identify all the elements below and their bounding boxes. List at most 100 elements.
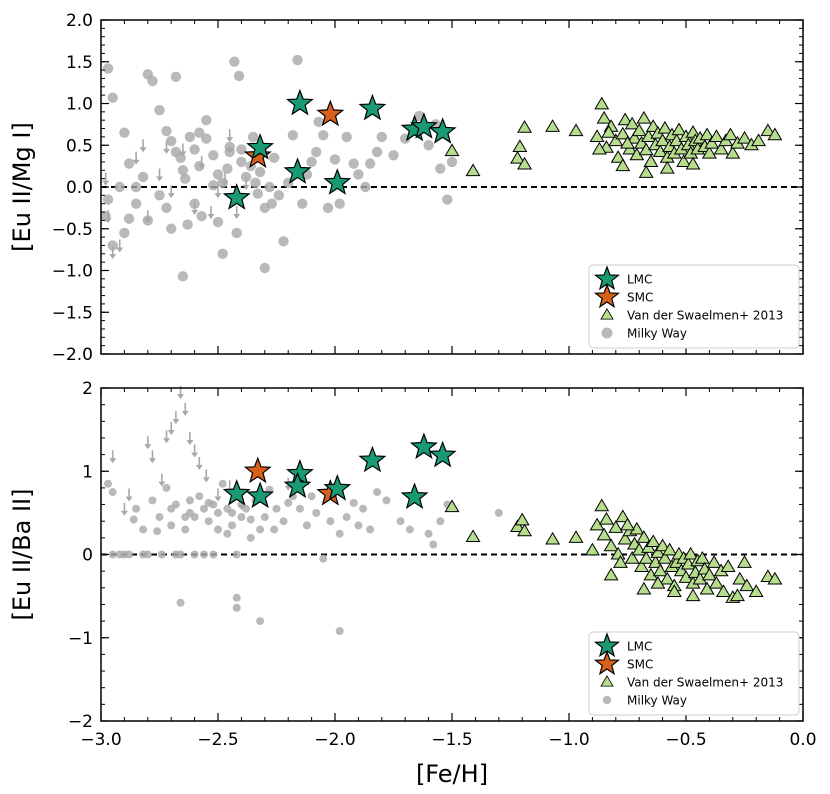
mw-point (189, 144, 200, 155)
lmc-point (246, 481, 275, 509)
mw-point (167, 521, 176, 530)
vds-point (713, 141, 729, 155)
mw-point (446, 156, 458, 168)
arrow-head (167, 429, 175, 435)
arrow-head (172, 419, 180, 425)
vds-point (676, 154, 692, 167)
vds-point (594, 498, 610, 512)
lmc-point (222, 479, 251, 506)
lmc-point (358, 93, 387, 121)
vds-point (732, 571, 748, 585)
vds-point (620, 135, 635, 149)
vds-point (594, 96, 610, 110)
mw-upper-limit-arrow (148, 450, 156, 464)
lmc-point (409, 112, 438, 139)
vds-point (620, 517, 635, 531)
mw-point (204, 517, 213, 526)
vds-point (608, 133, 624, 147)
mw-upper-limit-arrow (195, 456, 203, 470)
mw-upper-limit-arrow (132, 151, 140, 165)
lmc-point (428, 117, 457, 144)
arrow-head (148, 458, 156, 464)
x-tick-label: −3.0 (80, 730, 121, 750)
y-tick-label: 2 (82, 379, 93, 399)
mw-point (240, 171, 252, 183)
mw-upper-limit-arrow (144, 436, 152, 450)
y-tick-label: 1 (82, 462, 93, 482)
mw-point (318, 130, 329, 141)
mw-point (177, 271, 189, 282)
mw-point (228, 508, 237, 517)
mw-point (166, 135, 177, 147)
mw-point (195, 492, 204, 501)
mw-point (181, 513, 190, 522)
mw-point (222, 163, 233, 174)
vds-point (751, 133, 767, 147)
mw-point (123, 213, 135, 224)
mw-upper-limit-arrow (167, 185, 175, 199)
x-axis-label: [Fe/H] (416, 760, 488, 788)
vds-point (613, 555, 628, 568)
mw-point (217, 248, 228, 259)
mw-point (266, 198, 278, 209)
mw-point (223, 529, 232, 538)
mw-point (147, 75, 158, 87)
vds-point (615, 509, 631, 523)
mw-point (196, 211, 207, 222)
arrow-head (102, 180, 110, 186)
mw-point (254, 166, 266, 178)
mw-point (170, 146, 182, 158)
mw-point (329, 154, 341, 165)
mw-point (260, 513, 269, 522)
mw-point (246, 515, 255, 524)
mw-point (224, 141, 235, 153)
mw-point (295, 504, 304, 513)
mw-point (189, 198, 200, 209)
x-tick-label: −1.0 (548, 730, 589, 750)
mw-point (366, 525, 375, 534)
mw-point (181, 525, 190, 534)
vds-point (666, 584, 682, 597)
vds-point (510, 150, 525, 164)
vds-point (517, 156, 533, 170)
lmc-point (358, 445, 387, 473)
vds-point (610, 546, 626, 560)
mw-point (272, 504, 281, 513)
lmc-point (222, 183, 251, 210)
vds-point (512, 139, 528, 152)
vds-point (636, 530, 652, 543)
mw-point (190, 550, 199, 559)
lmc-point (323, 168, 352, 195)
mw-point (102, 194, 114, 205)
mw-point (214, 525, 222, 534)
mw-point (129, 515, 138, 524)
legend-marker-vds (600, 308, 614, 320)
vds-point (655, 538, 671, 552)
mw-point (232, 593, 241, 602)
mw-point (190, 513, 199, 522)
mw-point (287, 130, 299, 141)
vds-point (615, 126, 631, 140)
mw-point (302, 521, 311, 530)
vds-point (601, 125, 617, 138)
mw-point (217, 177, 228, 189)
mw-point (442, 194, 453, 205)
mw-point (180, 173, 191, 184)
vds-point (517, 523, 533, 537)
mw-point (306, 156, 317, 168)
y-axis-label: [Eu II/Ba II] (8, 489, 36, 621)
vds-point (767, 571, 783, 585)
y-tick-label: 0.5 (66, 136, 93, 156)
smc-point (243, 456, 272, 484)
y-tick-label: −1 (68, 629, 93, 649)
mw-point (246, 533, 255, 542)
mw-point (236, 156, 247, 168)
mw-point (423, 140, 434, 151)
top-panel: −2.0 −1.5 −1.0 −0.5 0.0 0.5 1.0 1.5 2.0 [Eu II/Mg… (8, 11, 804, 365)
mw-upper-limit-arrow (181, 402, 189, 416)
vds-point (739, 578, 755, 592)
legend-label: SMC (627, 658, 653, 672)
mw-point (119, 227, 130, 239)
mw-point (341, 131, 352, 143)
vds-point (545, 531, 561, 545)
